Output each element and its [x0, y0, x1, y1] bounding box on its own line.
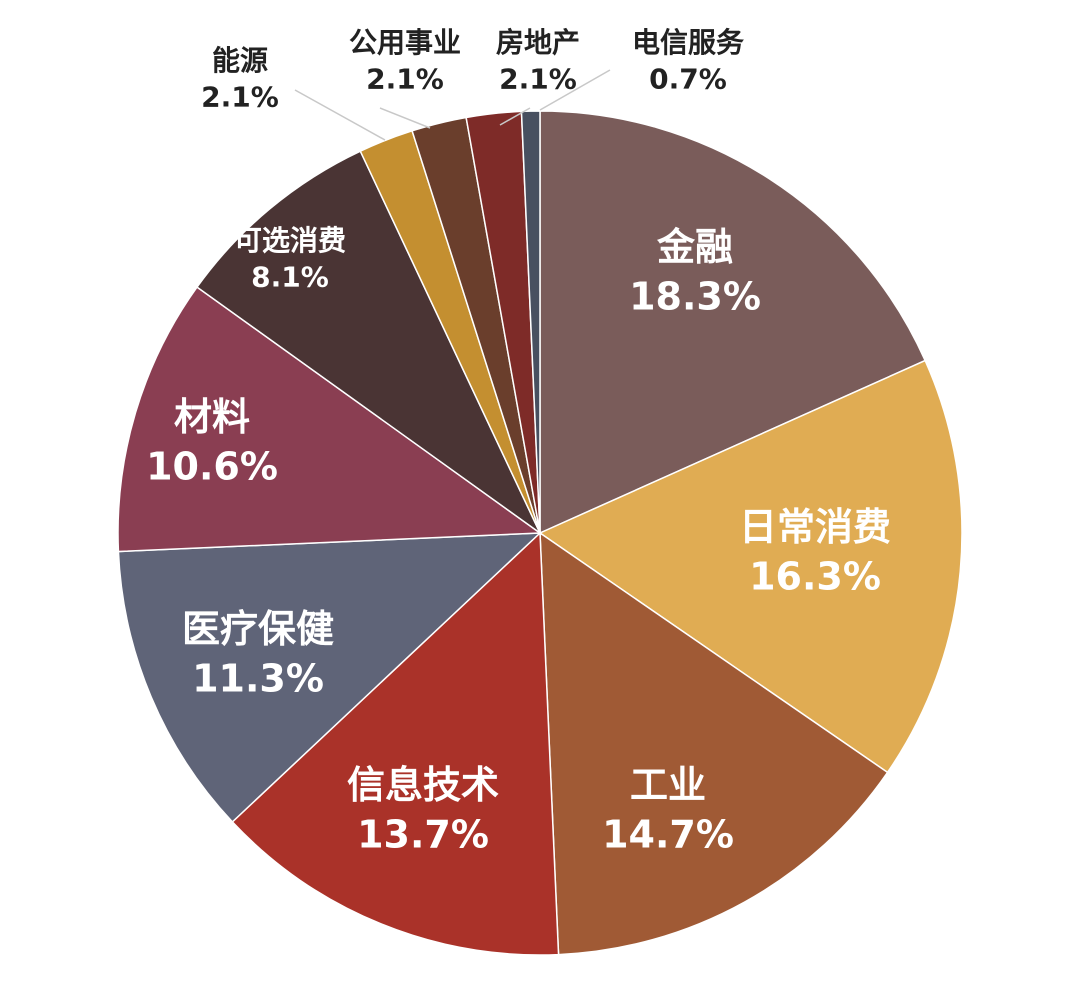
leader-line	[294, 89, 386, 141]
slice-label-value: 13.7%	[357, 812, 489, 856]
slice-label-name: 房地产	[496, 26, 580, 59]
leader-line	[379, 107, 431, 129]
slice-label: 材料 10.6%	[146, 395, 278, 488]
slice-label: 金融 18.3%	[629, 225, 761, 318]
pie-slice	[231, 531, 560, 956]
slice-label-name: 日常消费	[739, 505, 891, 549]
slice-label: 电信服务 0.7%	[632, 26, 744, 95]
slice-label-value: 2.1%	[499, 62, 577, 95]
slice-label: 房地产 2.1%	[496, 26, 580, 95]
slice-label: 能源 2.1%	[201, 44, 279, 113]
slice-label-value: 11.3%	[192, 656, 324, 700]
slice-label-name: 材料	[174, 395, 250, 439]
pie-slice	[520, 110, 541, 534]
slice-label: 可选消费 8.1%	[234, 224, 346, 293]
slice-label-value: 8.1%	[251, 260, 329, 293]
slice-label-name: 医疗保健	[182, 607, 334, 651]
slice-label-value: 10.6%	[146, 444, 278, 488]
pie-slice	[117, 286, 543, 553]
slice-label: 日常消费 16.3%	[739, 505, 891, 598]
slice-labels: 金融 18.3% 日常消费 16.3% 工业 14.7% 信息技术 13.7% 医疗保健 11.3…	[146, 26, 891, 856]
leader-line	[539, 69, 611, 111]
slice-label-value: 16.3%	[749, 554, 881, 598]
slice-label-value: 0.7%	[649, 62, 727, 95]
slice-label: 公用事业 2.1%	[349, 26, 461, 95]
leader-line	[499, 107, 531, 126]
slice-label-name: 可选消费	[234, 224, 346, 257]
leader-lines	[294, 69, 611, 141]
slice-label-name: 电信服务	[632, 26, 744, 59]
pie-slice	[539, 110, 927, 535]
slice-label-value: 14.7%	[602, 812, 734, 856]
pie-slice	[195, 150, 542, 536]
slice-label-name: 能源	[212, 44, 268, 77]
slice-label-value: 2.1%	[201, 80, 279, 113]
pie-slices	[117, 110, 963, 956]
slice-label-name: 金融	[656, 225, 733, 269]
slice-label-name: 公用事业	[349, 26, 461, 59]
slice-label: 工业 14.7%	[602, 763, 734, 856]
slice-label-name: 信息技术	[347, 763, 499, 807]
pie-slice	[538, 359, 963, 774]
pie-slice	[117, 532, 542, 823]
slice-label-name: 工业	[630, 763, 706, 807]
slice-label-value: 2.1%	[366, 62, 444, 95]
slice-label: 信息技术 13.7%	[347, 763, 499, 856]
slice-label-value: 18.3%	[629, 274, 761, 318]
slice-label: 医疗保健 11.3%	[182, 607, 334, 700]
pie-slice	[539, 531, 889, 956]
